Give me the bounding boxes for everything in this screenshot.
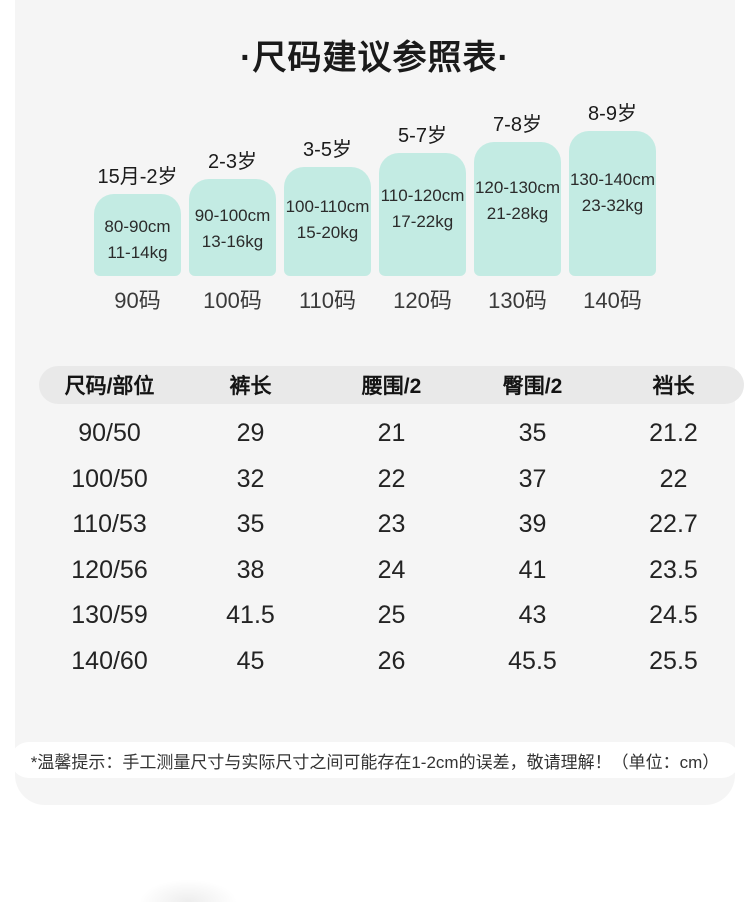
size-table-cell: 120/56 [71, 555, 148, 584]
size-bar: 120-130cm 21-28kg [474, 142, 561, 276]
size-table-header-cell: 裆长 [652, 375, 695, 398]
size-table-cell: 22 [659, 464, 688, 493]
size-bar: 130-140cm 23-32kg [569, 131, 656, 276]
age-range-label: 8-9岁 [588, 103, 637, 125]
size-table-cell: 37 [518, 464, 547, 493]
size-table-cell: 43 [518, 601, 547, 630]
size-table-cell: 24 [377, 555, 406, 584]
size-table-row: 120/56 38 24 41 23.5 [39, 548, 744, 594]
size-table-cell: 29 [236, 419, 265, 448]
size-table-cell: 45.5 [508, 646, 557, 675]
size-table-cell: 110/53 [72, 510, 147, 539]
size-table-row: 100/50 32 22 37 22 [39, 457, 744, 503]
page-title: ·尺码建议参照表· [240, 39, 510, 77]
size-table-header-cell: 尺码/部位 [64, 375, 155, 398]
size-bar: 80-90cm 11-14kg [94, 194, 181, 276]
size-table-row: 140/60 45 26 45.5 25.5 [39, 639, 744, 685]
weight-range-label: 23-32kg [581, 196, 644, 215]
weight-range-label: 13-16kg [201, 232, 264, 251]
size-code-label: 120码 [393, 288, 452, 313]
size-table-cell: 90/50 [78, 419, 141, 448]
weight-range-label: 17-22kg [391, 212, 454, 231]
size-table-cell: 21 [377, 419, 406, 448]
age-range-label: 5-7岁 [398, 125, 447, 147]
size-code-label: 140码 [583, 288, 642, 313]
height-range-label: 100-110cm [285, 197, 370, 216]
size-bar: 100-110cm 15-20kg [284, 167, 371, 276]
height-range-label: 120-130cm [474, 178, 561, 197]
age-range-label: 7-8岁 [493, 114, 542, 136]
size-bars-chart: 15月-2岁 80-90cm 11-14kg 90码 2-3岁 90-100cm 13-16… [94, 97, 656, 315]
size-table-row: 90/50 29 21 35 21.2 [39, 411, 744, 457]
size-table-cell: 25.5 [649, 646, 698, 675]
size-table-cell: 25 [377, 601, 406, 630]
size-table: 尺码/部位 裤长 腰围/2 臀围/2 裆长 90/50 29 21 35 21.2 100/50 3… [39, 366, 744, 684]
weight-range-label: 15-20kg [296, 223, 359, 242]
disclaimer-note: *温馨提示：手工测量尺寸与实际尺寸之间可能存在1-2cm的误差，敬请理解！（单位… [10, 742, 740, 778]
size-table-cell: 41 [518, 555, 547, 584]
size-table-row: 110/53 35 23 39 22.7 [39, 502, 744, 548]
age-range-label: 2-3岁 [208, 151, 257, 173]
weight-range-label: 21-28kg [486, 204, 549, 223]
size-bar-column: 15月-2岁 80-90cm 11-14kg 90码 [94, 160, 181, 315]
size-table-cell: 130/59 [71, 601, 148, 630]
size-table-cell: 24.5 [649, 601, 698, 630]
size-table-cell: 22.7 [649, 510, 698, 539]
size-table-header-cell: 臀围/2 [502, 375, 563, 398]
size-table-cell: 32 [236, 464, 265, 493]
size-guide-card: ·尺码建议参照表· 15月-2岁 80-90cm 11-14kg 90码 2-3岁 90-… [10, 0, 744, 805]
size-table-cell: 26 [377, 646, 406, 675]
size-table-row: 130/59 41.5 25 43 24.5 [39, 593, 744, 639]
size-table-cell: 35 [236, 510, 265, 539]
size-table-cell: 100/50 [71, 464, 148, 493]
size-table-body: 90/50 29 21 35 21.2 100/50 32 22 37 22 110/53 35 23 3… [39, 411, 744, 684]
size-table-cell: 39 [518, 510, 547, 539]
size-code-label: 110码 [298, 288, 357, 313]
size-table-header-row: 尺码/部位 裤长 腰围/2 臀围/2 裆长 [39, 366, 744, 404]
height-range-label: 80-90cm [104, 217, 171, 236]
height-range-label: 130-140cm [569, 170, 656, 189]
size-table-cell: 38 [236, 555, 265, 584]
size-table-cell: 140/60 [71, 646, 148, 675]
next-section-shadow [118, 852, 258, 902]
size-code-label: 100码 [203, 288, 262, 313]
size-table-cell: 23 [377, 510, 406, 539]
height-range-label: 90-100cm [194, 206, 271, 225]
weight-range-label: 11-14kg [107, 243, 168, 262]
size-table-cell: 35 [518, 419, 547, 448]
age-range-label: 15月-2岁 [97, 166, 178, 188]
size-bar-column: 3-5岁 100-110cm 15-20kg 110码 [284, 133, 371, 315]
size-bar-column: 5-7岁 110-120cm 17-22kg 120码 [379, 119, 466, 315]
age-range-label: 3-5岁 [303, 139, 352, 161]
size-bar-column: 2-3岁 90-100cm 13-16kg 100码 [189, 145, 276, 315]
size-table-cell: 21.2 [649, 419, 698, 448]
size-bar-column: 7-8岁 120-130cm 21-28kg 130码 [474, 108, 561, 315]
size-table-cell: 45 [236, 646, 265, 675]
size-bar: 110-120cm 17-22kg [379, 153, 466, 276]
size-table-cell: 22 [377, 464, 406, 493]
size-table-header-cell: 腰围/2 [361, 375, 422, 398]
size-table-cell: 41.5 [226, 601, 275, 630]
height-range-label: 110-120cm [380, 186, 465, 205]
size-code-label: 130码 [488, 288, 547, 313]
size-code-label: 90码 [114, 288, 161, 313]
size-bar: 90-100cm 13-16kg [189, 179, 276, 276]
size-table-cell: 23.5 [649, 555, 698, 584]
size-table-header-cell: 裤长 [229, 375, 272, 398]
size-bar-column: 8-9岁 130-140cm 23-32kg 140码 [569, 97, 656, 315]
